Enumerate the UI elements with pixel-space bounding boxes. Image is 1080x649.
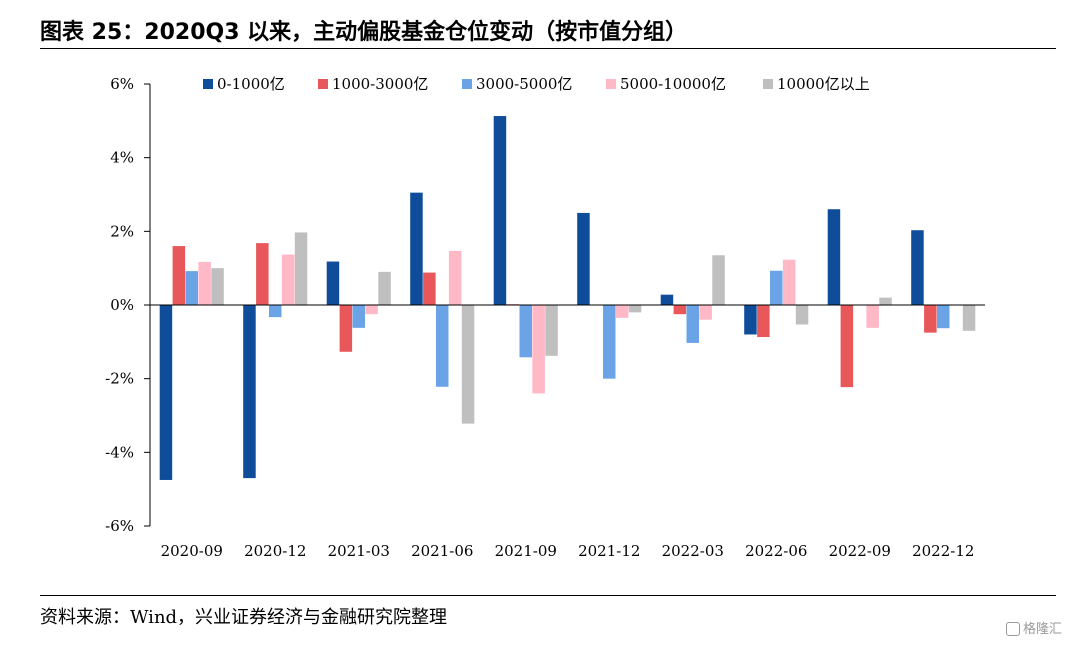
legend-label-3: 3000-5000亿	[476, 75, 572, 93]
bar-2021-09-series-3	[519, 305, 532, 358]
legend-swatch-2	[318, 79, 328, 89]
source-note: 资料来源：Wind，兴业证券经济与金融研究院整理	[40, 607, 448, 628]
legend-label-5: 10000亿以上	[777, 75, 870, 93]
bar-2022-12-series-1	[911, 230, 924, 305]
bar-2020-09-series-1	[159, 305, 173, 480]
bar-2020-12-series-1	[243, 305, 256, 479]
bar-2022-12-series-3	[937, 305, 950, 329]
y-tick-label: -4%	[105, 443, 134, 461]
x-tick-label: 2022-09	[829, 542, 891, 560]
bar-2020-12-series-3	[269, 305, 282, 318]
bar-chart: 0-1000亿 1000-3000亿 3000-5000亿 5000-10000亿 10…	[105, 75, 985, 560]
y-tick-label: 6%	[110, 75, 134, 93]
x-tick-label: 2021-06	[411, 542, 473, 560]
bar-2022-12-series-5	[962, 305, 976, 331]
bar-2020-09-series-2	[172, 246, 186, 305]
legend-swatch-5	[763, 79, 773, 89]
bar-2020-09-series-4	[198, 261, 211, 305]
x-tick-label: 2022-06	[745, 542, 807, 560]
y-tick-label: 2%	[110, 222, 134, 240]
legend-label-2: 1000-3000亿	[332, 75, 428, 93]
bar-2021-03-series-1	[326, 261, 340, 305]
x-tick-label: 2021-03	[328, 542, 390, 560]
y-tick-label: 4%	[110, 149, 134, 167]
bar-2022-06-series-4	[782, 259, 796, 305]
x-axis: 2020-09 2020-12 2021-03 2021-06 2021-09 2021-…	[161, 542, 975, 560]
watermark-text: 格隆汇	[1022, 622, 1062, 637]
bar-2021-06-series-3	[436, 305, 449, 387]
bars	[159, 116, 976, 480]
bar-2022-12-series-2	[924, 305, 937, 333]
bar-2022-03-series-3	[686, 305, 699, 343]
watermark: 格隆汇	[1005, 618, 1062, 637]
bar-2021-03-series-3	[352, 305, 365, 328]
bar-2022-03-series-5	[712, 255, 725, 305]
bar-2022-06-series-3	[770, 270, 783, 305]
bar-2021-12-series-5	[628, 305, 642, 313]
bar-2022-03-series-4	[699, 305, 712, 320]
x-tick-label: 2020-12	[244, 542, 306, 560]
bar-2021-06-series-5	[461, 305, 475, 424]
bar-2022-03-series-1	[660, 294, 674, 305]
legend-swatch-1	[203, 79, 213, 89]
y-tick-label: -6%	[105, 517, 134, 535]
bar-2022-06-series-5	[795, 305, 809, 325]
legend-swatch-4	[606, 79, 616, 89]
bar-2021-09-series-4	[532, 305, 545, 394]
bar-2021-06-series-1	[410, 192, 423, 305]
x-tick-label: 2021-09	[495, 542, 557, 560]
bar-2022-09-series-2	[840, 305, 854, 388]
watermark-logo-icon	[1005, 622, 1020, 636]
bar-2020-12-series-2	[256, 243, 269, 305]
x-tick-label: 2021-12	[578, 542, 640, 560]
y-tick-label: 0%	[110, 296, 134, 314]
legend: 0-1000亿 1000-3000亿 3000-5000亿 5000-10000亿 10…	[203, 75, 870, 93]
legend-label-1: 0-1000亿	[217, 75, 285, 93]
axes	[149, 84, 985, 526]
bar-2020-09-series-3	[185, 271, 198, 305]
y-axis: -6% -4% -2% 0% 2% 4% 6%	[105, 75, 150, 535]
bar-2022-03-series-2	[673, 305, 687, 315]
legend-label-4: 5000-10000亿	[620, 75, 726, 93]
bar-2021-03-series-4	[365, 305, 378, 315]
x-tick-label: 2020-09	[161, 542, 223, 560]
bar-2021-06-series-2	[423, 272, 436, 305]
bar-2022-06-series-2	[757, 305, 770, 338]
bar-2021-03-series-2	[339, 305, 353, 352]
bar-2020-12-series-4	[281, 254, 295, 305]
bar-2021-12-series-3	[603, 305, 616, 379]
bar-2022-09-series-1	[827, 209, 841, 305]
x-tick-label: 2022-03	[662, 542, 724, 560]
bar-2021-09-series-5	[545, 305, 558, 356]
legend-swatch-3	[462, 79, 472, 89]
top-rule	[40, 48, 1056, 49]
bar-2021-03-series-5	[378, 271, 391, 305]
bar-2022-06-series-1	[744, 305, 757, 335]
x-tick-label: 2022-12	[912, 542, 974, 560]
bar-2020-12-series-5	[294, 232, 308, 305]
bar-2021-06-series-4	[448, 250, 462, 305]
bottom-rule	[40, 595, 1056, 596]
bar-2021-09-series-1	[493, 116, 507, 305]
bar-2022-09-series-4	[866, 305, 879, 328]
bar-2021-12-series-1	[577, 212, 590, 305]
bar-2021-12-series-4	[615, 305, 629, 318]
bar-2022-09-series-5	[879, 297, 892, 305]
y-tick-label: -2%	[105, 370, 134, 388]
bar-2020-09-series-5	[211, 268, 224, 305]
chart-title: 图表 25：2020Q3 以来，主动偏股基金仓位变动（按市值分组）	[40, 20, 688, 45]
